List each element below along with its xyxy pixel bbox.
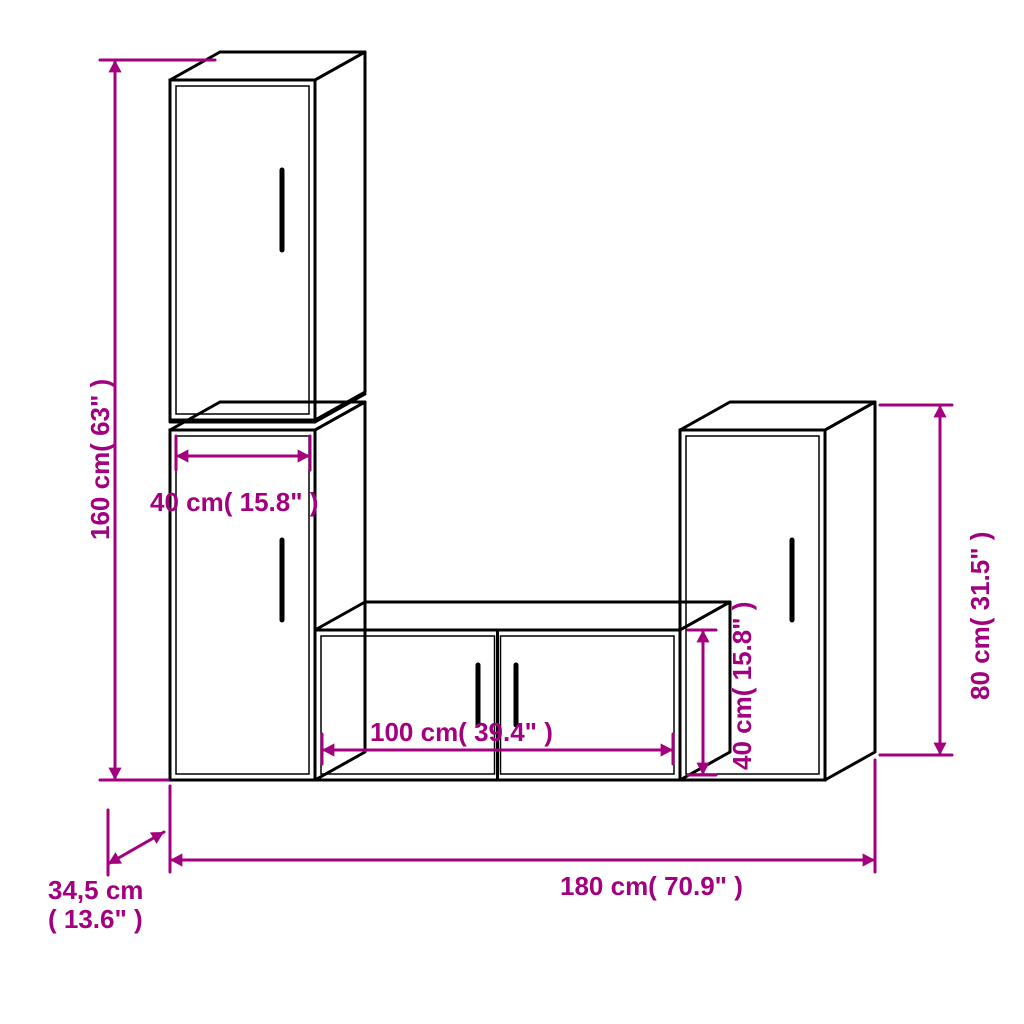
dim-label-low-height: 40 cm( 15.8" ) <box>728 602 757 770</box>
dim-label-100cm-width: 100 cm( 39.4" ) <box>370 718 553 747</box>
dim-label-total-height: 160 cm( 63" ) <box>86 379 115 540</box>
dim-label-cab40-width: 40 cm( 15.8" ) <box>150 488 318 517</box>
dim-label-right-height: 80 cm( 31.5" ) <box>966 532 995 700</box>
dim-label-depth: 34,5 cm( 13.6" ) <box>48 876 143 933</box>
dim-label-total-width: 180 cm( 70.9" ) <box>560 872 743 901</box>
